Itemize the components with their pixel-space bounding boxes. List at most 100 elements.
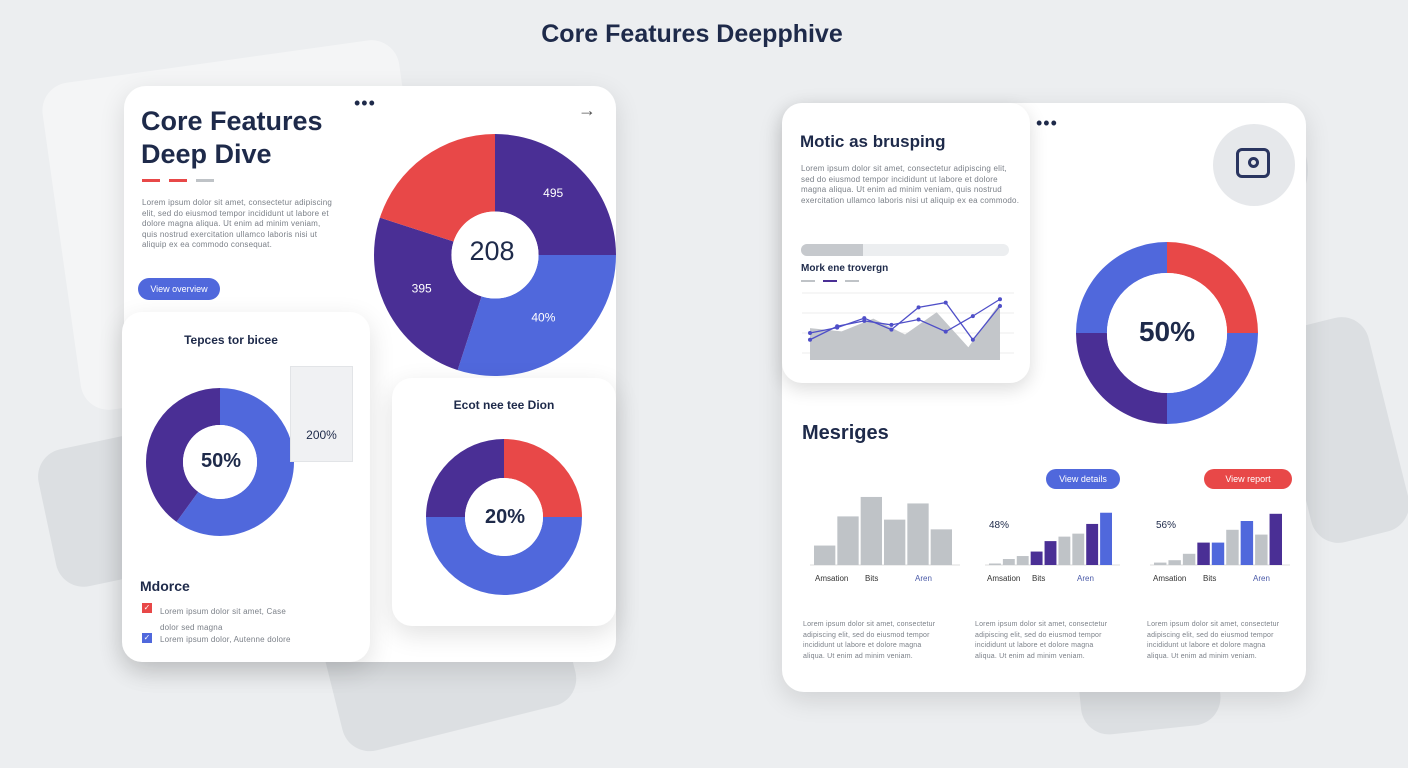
donut-50-center-value: 50% — [200, 450, 242, 472]
slice — [1167, 242, 1258, 333]
donut-50-chart — [146, 388, 294, 536]
bar-chart-2 — [985, 512, 1120, 566]
right-paragraph: Lorem ipsum dolor sit amet, consectetur … — [801, 164, 1020, 205]
bar — [989, 563, 1001, 565]
bar — [1072, 533, 1085, 565]
bar — [1269, 513, 1282, 565]
bar — [1030, 551, 1043, 565]
slice — [146, 388, 220, 462]
bar-axis-label: Bits — [1032, 574, 1046, 583]
bar-axis-label: Aren — [1077, 574, 1094, 583]
bar — [1240, 521, 1254, 565]
line-point — [943, 329, 948, 334]
slice — [495, 134, 616, 255]
line-point — [889, 322, 894, 327]
line-series — [809, 301, 1001, 341]
view-details-button[interactable]: View details — [1046, 469, 1120, 489]
bar3-value: 56% — [1156, 520, 1177, 531]
line-point — [862, 318, 867, 323]
stat-box — [290, 366, 353, 462]
more-dots-icon[interactable]: ••• — [354, 93, 376, 113]
area-series — [810, 302, 1000, 360]
slice — [1167, 333, 1258, 424]
left-card-title: Core Features Deep Dive — [141, 106, 323, 169]
slice — [176, 462, 294, 536]
line-point — [970, 337, 975, 342]
donut-20-chart — [426, 439, 582, 595]
more-dots-icon-right[interactable]: ••• — [1036, 113, 1058, 133]
line-point — [835, 324, 840, 329]
slice — [220, 388, 294, 462]
bar — [1086, 523, 1099, 565]
bar-axis-label: Aren — [915, 574, 932, 583]
slice — [1076, 333, 1167, 424]
section-title: Mesriges — [802, 422, 889, 444]
bar-paragraph-3: Lorem ipsum dolor sit amet, consectetur … — [1147, 621, 1280, 660]
bar2-value: 48% — [989, 520, 1010, 531]
bar — [814, 545, 836, 565]
progress-bar — [801, 244, 1009, 256]
slice — [426, 439, 504, 517]
bar — [1154, 562, 1167, 565]
panel-types-title: Tepces tor bicee — [184, 333, 278, 347]
donut-right-chart — [1076, 242, 1258, 424]
bar — [837, 516, 859, 565]
bar — [1182, 553, 1196, 565]
slice-label: 40% — [531, 311, 555, 325]
list-title: Mdorce — [140, 578, 190, 594]
arrow-right-icon[interactable]: → — [578, 100, 596, 120]
slice — [146, 462, 199, 522]
bar — [1255, 534, 1268, 565]
line-point — [889, 327, 894, 332]
bar — [1197, 542, 1210, 565]
line-point — [808, 331, 812, 335]
bar — [930, 529, 952, 565]
bar — [1016, 556, 1029, 565]
donut-hole — [451, 211, 539, 299]
main-pie-chart: 495 40% 395 — [374, 134, 616, 376]
bar-axis-label: Amsation — [1153, 574, 1187, 583]
bar-chart-3 — [1150, 513, 1290, 566]
panel-motic-title: Motic as brusping — [800, 132, 946, 151]
bar — [860, 496, 882, 565]
line-point — [808, 337, 812, 342]
slice-label: 495 — [543, 186, 563, 200]
bar — [1100, 512, 1112, 565]
donut-20-center-value: 20% — [484, 506, 526, 528]
slice — [504, 439, 582, 517]
view-overview-button[interactable]: View overview — [138, 278, 220, 300]
bar — [1168, 560, 1181, 565]
bar-axis-label: Aren — [1253, 574, 1270, 583]
main-pie-center-value: 208 — [469, 236, 515, 266]
bar-paragraph-1: Lorem ipsum dolor sit amet, consectetur … — [803, 621, 936, 660]
bar-chart-1 — [810, 496, 960, 566]
camera-icon[interactable] — [1236, 148, 1270, 178]
bar — [884, 519, 906, 565]
line-point — [916, 305, 921, 310]
list-item-2: Lorem ipsum dolor, Autenne dolore — [160, 635, 291, 644]
bar — [1226, 529, 1239, 565]
progress-fill — [801, 244, 864, 256]
list-item-1: Lorem ipsum dolor sit amet, Case dolor se… — [160, 607, 287, 632]
bar — [1058, 536, 1071, 565]
line-chart — [802, 292, 1014, 360]
slice — [457, 255, 616, 376]
checkbox-2[interactable]: ✓ — [142, 633, 152, 643]
slice — [379, 134, 495, 242]
view-report-button[interactable]: View report — [1204, 469, 1292, 489]
bar-axis-label: Bits — [865, 574, 879, 583]
donut-hole — [465, 478, 543, 556]
line-point — [943, 300, 948, 305]
line-series — [809, 298, 1001, 341]
panel-ecot-title: Ecot nee tee Dion — [453, 398, 555, 412]
bar-axis-label: Amsation — [987, 574, 1021, 583]
line-point — [998, 304, 1002, 308]
line-point — [998, 297, 1002, 302]
stat-box-value: 200% — [306, 428, 337, 442]
page-title: Core Features Deepphive — [541, 20, 843, 48]
bar — [1211, 542, 1225, 565]
bar-axis-label: Amsation — [815, 574, 849, 583]
left-paragraph: Lorem ipsum dolor sit amet, consectetur … — [142, 198, 333, 249]
checkbox-1[interactable]: ✓ — [142, 603, 152, 613]
bar — [1002, 559, 1015, 565]
